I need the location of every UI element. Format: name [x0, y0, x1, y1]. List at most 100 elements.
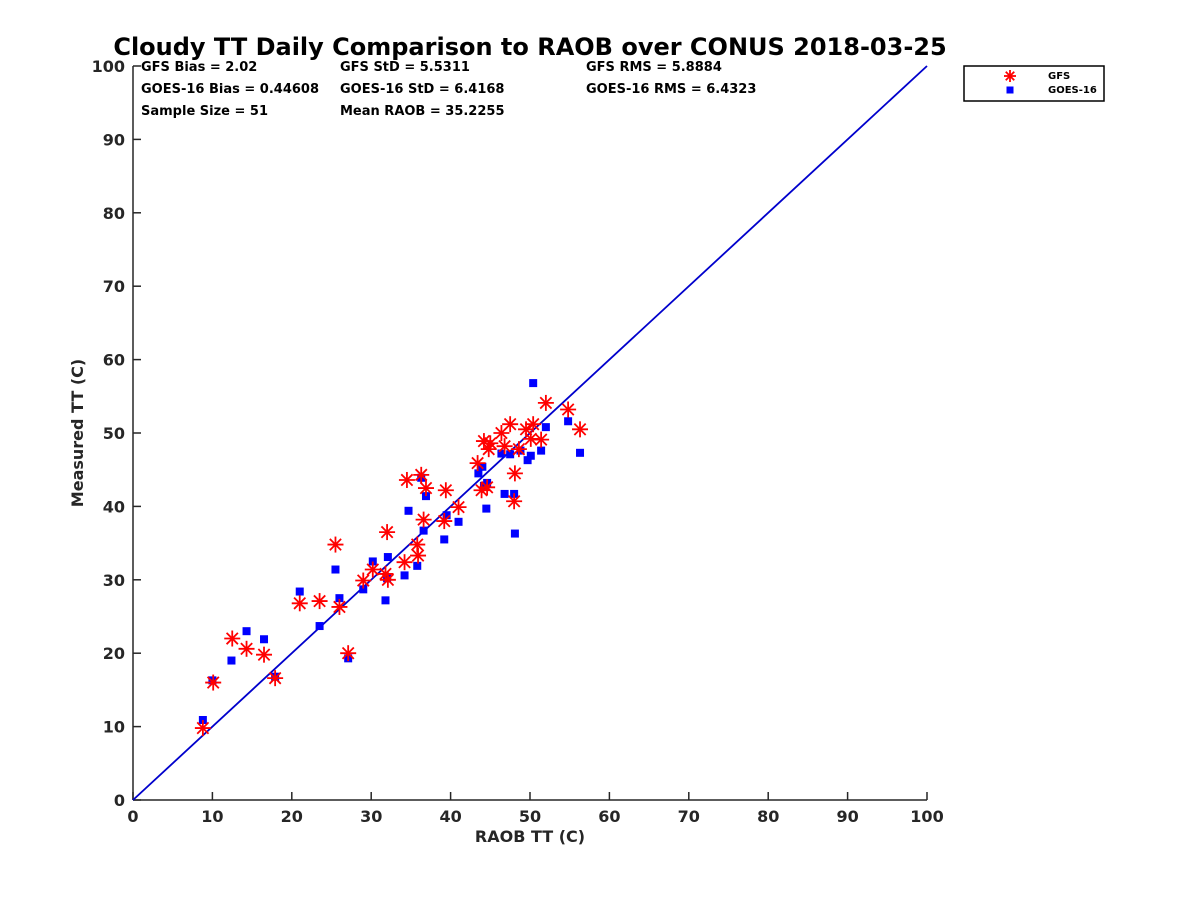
x-tick-label: 10 [201, 807, 223, 826]
gfs-point [506, 493, 523, 510]
stat-annotation: Sample Size = 51 [141, 104, 268, 119]
gfs-point [398, 471, 415, 488]
x-tick-label: 80 [757, 807, 779, 826]
x-tick-label: 40 [439, 807, 461, 826]
gfs-point [469, 455, 486, 472]
gfs-point [450, 499, 467, 516]
y-tick-label: 30 [103, 571, 125, 590]
goes16-point [474, 469, 483, 478]
goes16-point [440, 535, 449, 544]
data-points [194, 379, 589, 737]
stat-annotation: GFS Bias = 2.02 [141, 60, 257, 75]
goes16-point [576, 448, 585, 457]
gfs-point [340, 645, 357, 662]
y-tick-label: 90 [103, 130, 125, 149]
series-gfs [194, 394, 589, 737]
gfs-point [364, 561, 381, 578]
legend-goes16-marker [1006, 86, 1014, 94]
gfs-point [379, 524, 396, 541]
goes16-point [506, 450, 515, 459]
y-tick-label: 0 [114, 791, 125, 810]
goes16-point [421, 492, 430, 501]
y-tick-label: 60 [103, 351, 125, 370]
goes16-point [454, 517, 463, 526]
y-tick-label: 80 [103, 204, 125, 223]
gfs-point [522, 430, 539, 447]
goes16-point [442, 511, 451, 520]
y-tick-label: 50 [103, 424, 125, 443]
y-tick-label: 100 [92, 57, 125, 76]
goes16-point [335, 594, 344, 603]
x-tick-label: 90 [836, 807, 858, 826]
gfs-point [238, 640, 255, 657]
gfs-point [413, 466, 430, 483]
legend-goes16-label: GOES-16 [1048, 85, 1097, 96]
legend-gfs-label: GFS [1048, 71, 1070, 82]
gfs-point [396, 554, 413, 571]
y-tick-label: 40 [103, 497, 125, 516]
axis-ticks: 0 10 20 30 40 50 60 70 80 90 100 0 10 20 30 40 50 60 70 80 9… [92, 57, 944, 826]
stat-annotation: GOES-16 RMS = 6.4323 [586, 82, 756, 97]
goes16-point [295, 587, 304, 596]
x-tick-label: 30 [360, 807, 382, 826]
gfs-point [437, 482, 454, 499]
goes16-point [482, 504, 491, 513]
gfs-point [537, 394, 554, 411]
gfs-point [379, 571, 396, 588]
goes16-point [537, 446, 546, 455]
gfs-point [291, 595, 308, 612]
goes16-point [529, 379, 538, 388]
gfs-point [355, 572, 372, 589]
gfs-point [311, 593, 328, 610]
goes16-point [381, 596, 390, 605]
gfs-point [502, 416, 519, 433]
gfs-point [533, 431, 550, 448]
legend-box [963, 65, 1105, 102]
goes16-point [242, 627, 251, 636]
legend: GFS GOES-16 [963, 65, 1105, 102]
goes16-point [260, 635, 269, 644]
x-tick-label: 70 [678, 807, 700, 826]
goes16-point [526, 451, 535, 460]
gfs-point [331, 598, 348, 615]
stat-annotation: GOES-16 Bias = 0.44608 [141, 82, 319, 97]
stat-annotation: GFS RMS = 5.8884 [586, 60, 722, 75]
goes16-point [315, 622, 324, 631]
gfs-point [525, 416, 542, 433]
legend-gfs-marker [1004, 70, 1016, 82]
y-tick-label: 20 [103, 644, 125, 663]
goes16-point [510, 529, 519, 538]
gfs-point [194, 720, 211, 737]
goes16-point [368, 557, 377, 566]
gfs-point [409, 536, 426, 553]
stat-annotation: GOES-16 StD = 6.4168 [340, 82, 504, 97]
goes16-point [564, 417, 573, 426]
goes16-point [404, 506, 413, 515]
stats-annotations: GFS Bias = 2.02 GFS StD = 5.5311 GFS RMS =… [141, 60, 756, 119]
goes16-point [331, 565, 340, 574]
goes16-point [541, 423, 550, 432]
goes16-point [400, 571, 409, 580]
y-axis-label: Measured TT (C) [68, 359, 87, 507]
goes16-point [413, 561, 422, 570]
goes16-point [523, 456, 532, 465]
gfs-point [510, 441, 527, 458]
gfs-point [496, 438, 513, 455]
gfs-point [224, 630, 241, 647]
stat-annotation: Mean RAOB = 35.2255 [340, 104, 505, 119]
gfs-point [506, 465, 523, 482]
gfs-point [417, 480, 434, 497]
x-tick-label: 20 [281, 807, 303, 826]
axes [132, 66, 927, 801]
gfs-point [415, 511, 432, 528]
gfs-point [479, 479, 496, 496]
goes16-point [500, 489, 509, 498]
stat-annotation: GFS StD = 5.5311 [340, 60, 470, 75]
x-tick-label: 0 [127, 807, 138, 826]
x-tick-label: 50 [519, 807, 541, 826]
gfs-point [267, 670, 284, 687]
goes16-point [383, 553, 392, 562]
goes16-point [419, 526, 428, 535]
goes16-point [198, 715, 207, 724]
gfs-point [410, 547, 427, 564]
